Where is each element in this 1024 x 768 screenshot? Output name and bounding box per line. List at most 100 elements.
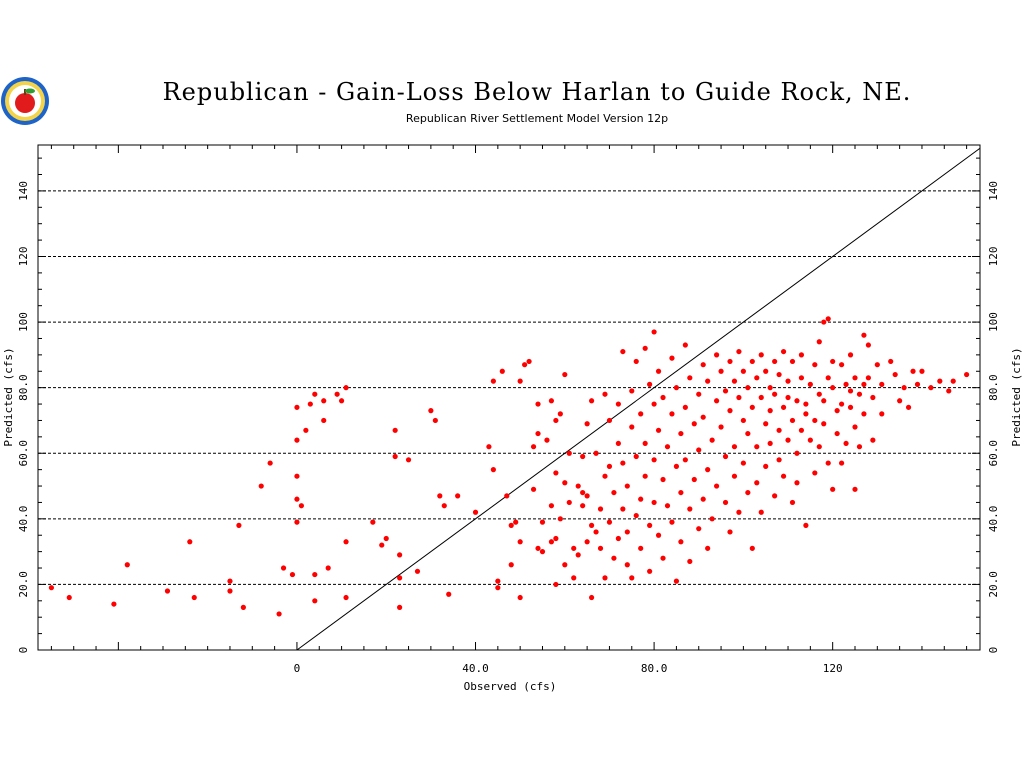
y-tick-label-right: 120: [987, 247, 1000, 267]
data-point: [749, 545, 755, 551]
chart-subtitle: Republican River Settlement Model Versio…: [406, 112, 668, 125]
data-point: [495, 585, 501, 591]
data-point: [486, 444, 492, 450]
data-point: [312, 391, 318, 397]
data-point: [566, 450, 572, 456]
data-point: [865, 375, 871, 381]
data-point: [664, 503, 671, 509]
data-point: [879, 381, 885, 387]
data-point: [629, 575, 635, 581]
data-point: [571, 545, 577, 551]
data-point: [517, 378, 523, 384]
data-point: [588, 398, 595, 404]
data-point: [821, 398, 827, 404]
data-point: [647, 522, 653, 528]
data-point: [696, 447, 702, 453]
data-point: [825, 375, 831, 381]
data-point: [687, 375, 693, 381]
data-point: [785, 437, 791, 443]
data-point: [736, 509, 742, 515]
data-point: [861, 332, 867, 338]
data-point: [312, 571, 318, 578]
data-point: [772, 493, 778, 499]
data-point: [780, 348, 787, 355]
data-point: [722, 499, 729, 506]
data-point: [544, 437, 550, 443]
y-tick-label-right: 20.0: [987, 571, 1000, 598]
data-point: [731, 444, 738, 450]
y-tick-label-left: 140: [17, 181, 30, 201]
data-point: [321, 417, 327, 424]
data-point: [705, 378, 711, 384]
data-point: [606, 519, 613, 525]
data-point: [651, 401, 657, 407]
chart-title: Republican - Gain-Loss Below Harlan to G…: [163, 78, 912, 106]
data-point: [767, 408, 773, 414]
data-point: [812, 417, 818, 424]
data-point: [557, 411, 563, 417]
y-tick-label-right: 0: [987, 647, 1000, 654]
data-point: [633, 453, 639, 460]
data-point: [678, 539, 684, 545]
data-point: [508, 522, 514, 528]
data-point: [432, 417, 438, 424]
data-point: [780, 473, 787, 479]
data-point: [856, 444, 863, 450]
data-point: [334, 391, 340, 397]
data-point: [700, 362, 706, 368]
data-point: [294, 519, 300, 525]
data-point: [821, 421, 827, 427]
data-point: [807, 381, 813, 387]
data-point: [571, 575, 577, 581]
data-point: [669, 355, 675, 361]
data-point: [673, 385, 680, 391]
data-point: [303, 427, 309, 433]
data-point: [548, 539, 555, 545]
data-point: [620, 460, 626, 466]
data-point: [691, 421, 697, 427]
data-point: [745, 385, 751, 391]
data-point: [647, 381, 653, 387]
data-point: [669, 519, 675, 525]
data-point: [785, 394, 791, 401]
data-point: [633, 512, 639, 519]
data-point: [758, 394, 764, 401]
data-point: [870, 437, 876, 443]
data-point: [910, 368, 916, 374]
data-point: [584, 539, 590, 545]
data-point: [227, 578, 233, 584]
data-point: [722, 453, 729, 460]
data-point: [562, 562, 568, 568]
data-point: [539, 519, 546, 525]
data-point: [428, 408, 434, 414]
data-point: [754, 480, 760, 486]
data-point: [294, 473, 300, 479]
data-point: [392, 453, 398, 460]
data-point: [722, 388, 729, 394]
data-point: [606, 417, 613, 424]
data-point: [379, 542, 385, 548]
data-point: [383, 535, 389, 542]
data-point: [830, 358, 836, 365]
data-point: [642, 473, 648, 479]
data-point: [763, 463, 769, 469]
data-point: [950, 378, 956, 384]
data-point: [455, 493, 461, 499]
data-point: [629, 424, 635, 430]
data-point: [897, 398, 903, 404]
data-point: [405, 457, 412, 463]
data-point: [740, 460, 746, 466]
data-point: [749, 358, 755, 365]
data-point: [370, 519, 376, 525]
data-point: [553, 535, 559, 542]
data-point: [847, 388, 854, 394]
data-point: [66, 594, 72, 601]
data-point: [539, 549, 546, 555]
data-point: [767, 385, 773, 391]
data-point: [392, 427, 398, 433]
data-point: [535, 545, 541, 551]
data-point: [647, 568, 653, 574]
x-tick-label: 80.0: [641, 662, 668, 675]
data-point: [298, 503, 305, 509]
